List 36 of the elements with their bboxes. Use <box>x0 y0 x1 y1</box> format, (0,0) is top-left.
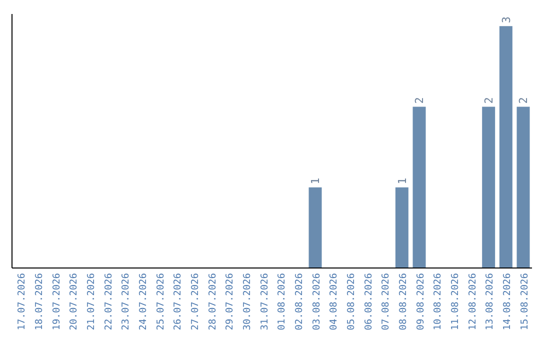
x-tick-label: 17.07.2026 <box>16 272 28 330</box>
x-tick-label: 05.08.2026 <box>346 272 357 330</box>
data-label: 1 <box>309 178 322 184</box>
x-tick-label: 14.08.2026 <box>502 272 513 330</box>
x-tick-label: 25.07.2026 <box>155 272 166 330</box>
x-tick-label: 12.08.2026 <box>467 272 478 330</box>
x-tick-label: 18.07.2026 <box>34 272 45 330</box>
x-tick-label: 23.07.2026 <box>120 272 132 330</box>
x-tick-label: 09.08.2026 <box>415 272 426 330</box>
x-tick-label: 15.08.2026 <box>519 272 530 330</box>
data-label: 2 <box>413 97 426 104</box>
x-tick-label: 03.08.2026 <box>311 272 322 330</box>
x-tick-label: 13.08.2026 <box>484 272 496 330</box>
x-tick-label: 27.07.2026 <box>190 272 201 330</box>
x-tick-label: 26.07.2026 <box>172 272 184 330</box>
x-tick-label: 06.08.2026 <box>363 272 374 330</box>
x-tick-label: 08.08.2026 <box>398 272 409 330</box>
x-tick-label: 31.07.2026 <box>259 272 270 330</box>
x-tick-label: 02.08.2026 <box>294 272 305 330</box>
x-tick-label: 07.08.2026 <box>380 272 392 330</box>
x-tick-label: 28.07.2026 <box>207 272 218 330</box>
data-label: 2 <box>517 97 530 104</box>
data-label: 2 <box>482 97 496 104</box>
x-tick-label: 21.07.2026 <box>86 272 97 330</box>
x-tick-label: 01.08.2026 <box>276 272 288 330</box>
x-tick-label: 04.08.2026 <box>328 272 340 330</box>
x-tick-label: 29.07.2026 <box>224 272 236 330</box>
x-tick-label: 22.07.2026 <box>103 272 114 330</box>
x-tick-label: 20.07.2026 <box>68 272 80 330</box>
data-label: 3 <box>500 16 513 24</box>
x-tick-label: 11.08.2026 <box>450 272 461 330</box>
x-tick-label: 10.08.2026 <box>432 272 444 330</box>
x-tick-label: 19.07.2026 <box>51 272 62 330</box>
data-label: 1 <box>396 178 409 184</box>
x-tick-label: 30.07.2026 <box>242 272 253 330</box>
x-tick-label: 24.07.2026 <box>138 272 149 330</box>
